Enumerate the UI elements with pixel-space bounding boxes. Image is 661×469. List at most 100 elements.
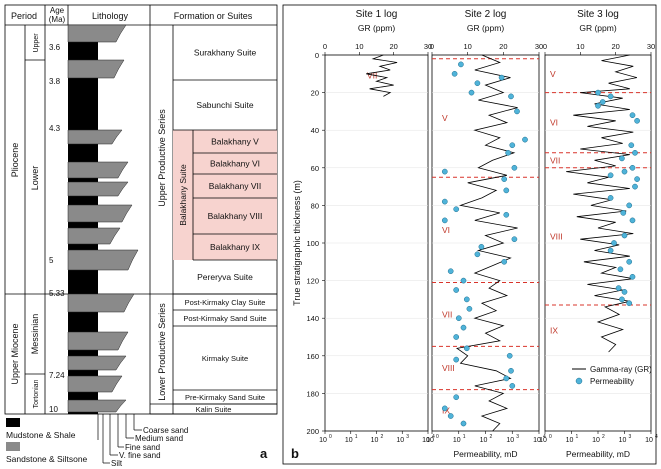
permeability-point: [621, 168, 628, 175]
permeability-point: [447, 268, 454, 275]
suite-label: Post-Kirmaky Clay Suite: [185, 298, 266, 307]
permeability-point: [628, 142, 635, 149]
sandstone-layer: [67, 161, 129, 179]
permeability-point: [503, 187, 510, 194]
gr-tick-label: 0: [323, 42, 327, 51]
balakhany-highlight: [173, 130, 277, 260]
grain-size-scale: [97, 414, 142, 464]
permeability-point: [626, 258, 633, 265]
balakhany-suite-label: Balakhany Suite: [178, 164, 188, 226]
unit-label: VII: [550, 155, 560, 165]
perm-tick-label: 10: [422, 437, 430, 444]
permeability-point: [619, 296, 625, 303]
permeability-point: [511, 236, 518, 243]
epoch-messinian: Messinian: [30, 314, 40, 355]
lower-productive-series: Lower Productive Series: [157, 303, 167, 401]
permeability-point: [629, 164, 636, 171]
permeability-point: [634, 117, 640, 124]
permeability-point: [460, 324, 467, 331]
gr-tick-label: 20: [611, 42, 619, 51]
suite-label: Balakhany VIII: [208, 211, 263, 221]
permeability-point: [498, 74, 505, 81]
permeability-point: [629, 112, 636, 119]
sandstone-layer: [67, 129, 123, 145]
perm-tick-exponent: 1: [576, 434, 579, 440]
lithology-column: [67, 24, 139, 414]
track-title: Site 1 log: [356, 9, 398, 20]
perm-tick-exponent: 3: [629, 434, 632, 440]
permeability-point: [629, 273, 636, 280]
sandstone-layer: [67, 59, 125, 79]
permeability-point: [634, 176, 640, 182]
gr-tick-label: 10: [463, 42, 471, 51]
perm-legend-label: Permeability: [590, 377, 634, 386]
permeability-point: [621, 289, 628, 295]
perm-tick-label: 10: [619, 437, 627, 444]
header-formation: Formation or Suites: [174, 11, 253, 21]
permeability-point: [595, 102, 601, 109]
permeability-point: [611, 240, 617, 246]
suite-label: Post-Kirmaky Sand Suite: [183, 314, 266, 323]
perm-tick-label: 10: [592, 437, 600, 444]
perm-axis-label: Permeability, mD: [566, 449, 630, 459]
permeability-point: [632, 183, 638, 190]
permeability-point: [620, 210, 627, 216]
permeability-point: [511, 164, 518, 171]
permeability-point: [508, 93, 514, 100]
period-pliocene: Pliocene: [10, 143, 20, 178]
depth-tick-label: 0: [315, 51, 319, 60]
suite-label: Surakhany Suite: [194, 48, 257, 58]
age-label: 5: [49, 256, 54, 265]
y-axis-label: True stratigraphic thickness (m): [292, 180, 302, 306]
permeability-point: [453, 394, 460, 401]
perm-tick-exponent: 3: [516, 434, 519, 440]
permeability-point: [478, 243, 485, 250]
permeability-point: [607, 247, 614, 254]
perm-tick-exponent: 1: [355, 434, 358, 440]
suite-dividers: [150, 79, 277, 415]
permeability-point: [458, 61, 464, 68]
perm-tick-label: 10: [453, 437, 461, 444]
permeability-point: [466, 305, 473, 312]
permeability-point: [453, 287, 460, 293]
permeability-point: [447, 413, 454, 419]
gamma-ray-curve: [455, 54, 518, 432]
sandstone-layer: [67, 375, 123, 393]
sandstone-layer: [67, 399, 127, 413]
permeability-point: [629, 217, 636, 224]
grain-coarse-sand: Coarse sand: [143, 426, 188, 435]
permeability-point: [607, 93, 614, 100]
permeability-point: [522, 136, 528, 143]
gr-tick-label: 10: [355, 42, 363, 51]
depth-tick-label: 140: [306, 314, 319, 323]
epoch-tortonian: Tortonian: [33, 379, 40, 408]
gr-legend-label: Gamma-ray (GR): [590, 365, 652, 374]
gamma-ray-curve: [366, 54, 398, 97]
permeability-point: [505, 149, 511, 156]
permeability-point: [626, 300, 633, 307]
gr-tick-label: 30: [424, 42, 432, 51]
header-period: Period: [11, 11, 37, 21]
depth-tick-label: 60: [311, 164, 319, 173]
gamma-ray-curve: [566, 54, 638, 353]
sandstone-layer: [67, 249, 139, 271]
permeability-point: [607, 172, 614, 179]
age-label: 5.33: [49, 289, 65, 298]
gr-tick-label: 10: [576, 42, 584, 51]
log-legend: Gamma-ray (GR) Permeability: [572, 365, 652, 386]
permeability-point: [441, 405, 448, 412]
age-label: 7.24: [49, 371, 65, 380]
permeability-point: [441, 217, 448, 224]
sandstone-layer: [67, 24, 127, 43]
permeability-point: [501, 258, 508, 265]
permeability-point: [441, 198, 448, 205]
permeability-point: [501, 176, 508, 182]
unit-label: IX: [550, 325, 558, 335]
depth-axis: 0 20 40 60 80 100 120 140 160 180 200: [306, 51, 325, 436]
permeability-point: [468, 89, 475, 96]
permeability-point: [460, 277, 467, 284]
